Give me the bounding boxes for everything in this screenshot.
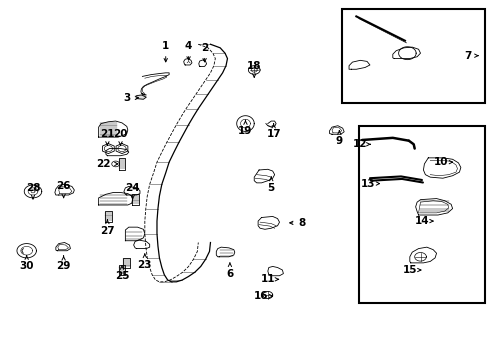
Text: 20: 20 xyxy=(113,129,127,145)
Text: 6: 6 xyxy=(226,263,233,279)
Text: 7: 7 xyxy=(464,51,477,61)
Text: 19: 19 xyxy=(238,120,252,136)
Text: 12: 12 xyxy=(352,139,369,149)
Text: 22: 22 xyxy=(96,159,118,169)
Text: 16: 16 xyxy=(254,291,272,301)
Text: 2: 2 xyxy=(201,43,208,62)
Text: 15: 15 xyxy=(402,265,420,275)
Text: 1: 1 xyxy=(162,41,169,62)
Text: 13: 13 xyxy=(361,179,379,189)
Text: 21: 21 xyxy=(100,129,114,145)
Text: 3: 3 xyxy=(123,93,138,103)
Text: 25: 25 xyxy=(115,266,129,282)
Text: 30: 30 xyxy=(20,256,34,271)
Text: 9: 9 xyxy=(335,131,342,147)
Bar xyxy=(341,9,484,103)
Text: 18: 18 xyxy=(246,61,261,77)
Text: 24: 24 xyxy=(125,183,140,199)
Text: 14: 14 xyxy=(414,216,432,226)
Bar xyxy=(358,126,484,303)
Text: 27: 27 xyxy=(100,220,115,236)
Text: 4: 4 xyxy=(184,41,192,60)
Text: 17: 17 xyxy=(266,124,281,139)
Text: 5: 5 xyxy=(267,177,274,193)
Text: 11: 11 xyxy=(260,274,278,284)
Text: 28: 28 xyxy=(26,183,40,199)
Text: 8: 8 xyxy=(289,218,305,228)
Text: 23: 23 xyxy=(137,254,152,270)
Text: 10: 10 xyxy=(433,157,451,167)
Text: 29: 29 xyxy=(56,256,71,271)
Polygon shape xyxy=(136,95,146,99)
Text: 26: 26 xyxy=(56,181,71,198)
